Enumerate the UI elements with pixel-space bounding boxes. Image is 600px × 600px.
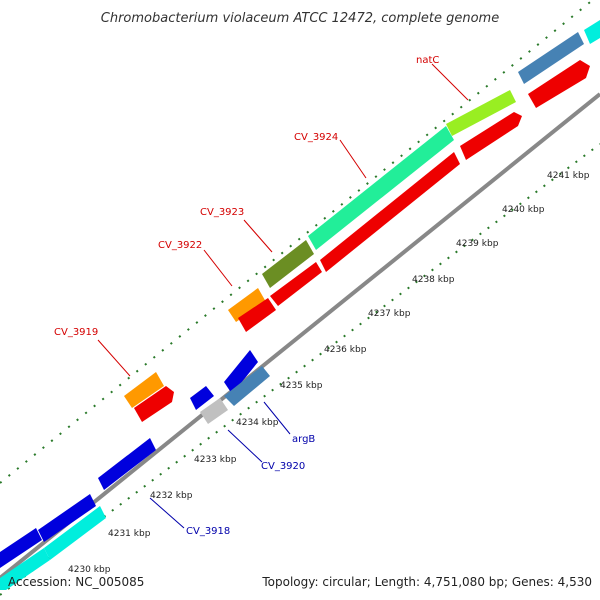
gene-block[interactable]: [270, 262, 322, 306]
gene-label-natC[interactable]: natC: [416, 55, 439, 66]
kbp-label: 4230 kbp: [68, 565, 111, 575]
gene-block[interactable]: [460, 112, 522, 160]
gene-block[interactable]: [0, 528, 42, 568]
gene-block[interactable]: [0, 548, 50, 590]
leader-line: [339, 139, 367, 179]
gene-block[interactable]: [446, 90, 516, 136]
leader-line: [243, 219, 273, 253]
leader-line: [431, 63, 469, 101]
gene-block[interactable]: [584, 20, 600, 44]
gene-label-argB[interactable]: argB: [292, 434, 315, 445]
map-title: Chromobacterium violaceum ATCC 12472, co…: [101, 11, 499, 26]
topology-text: Topology: circular; Length: 4,751,080 bp…: [261, 575, 592, 589]
leader-line: [227, 429, 263, 463]
accession-text: Accession: NC_005085: [8, 575, 144, 589]
gene-block[interactable]: [224, 366, 270, 406]
kbp-label: 4234 kbp: [236, 418, 279, 428]
gene-label-CV_3918[interactable]: CV_3918: [186, 526, 230, 537]
gene-block[interactable]: [190, 386, 214, 410]
genome-backbone: [0, 92, 600, 580]
gene-label-CV_3924[interactable]: CV_3924: [294, 132, 338, 143]
gene-label-CV_3922[interactable]: CV_3922: [158, 240, 202, 251]
gene-block[interactable]: [308, 126, 454, 250]
kbp-label: 4235 kbp: [280, 381, 323, 391]
gene-block[interactable]: [262, 240, 314, 288]
reverse-gene-labels: argB CV_3920 CV_3918: [149, 401, 315, 537]
gene-block[interactable]: [224, 350, 258, 394]
gene-block[interactable]: [98, 438, 156, 490]
kbp-label: 4240 kbp: [502, 205, 545, 215]
gene-block[interactable]: [200, 398, 228, 424]
kbp-label: 4236 kbp: [324, 345, 367, 355]
forward-gene-labels: natC CV_3924 CV_3923 CV_3922 CV_3919: [54, 55, 469, 377]
kbp-label: 4232 kbp: [150, 491, 193, 501]
kbp-label: 4241 kbp: [547, 171, 590, 181]
kbp-label: 4238 kbp: [412, 275, 455, 285]
gene-block[interactable]: [528, 60, 590, 108]
leader-line: [203, 249, 233, 287]
gene-block[interactable]: [44, 506, 106, 560]
reverse-genes: [0, 350, 270, 590]
leader-line: [263, 401, 291, 435]
leader-line: [97, 339, 131, 377]
gene-block[interactable]: [134, 386, 174, 422]
kbp-label: 4239 kbp: [456, 239, 499, 249]
gene-block[interactable]: [320, 152, 460, 272]
gene-label-CV_3923[interactable]: CV_3923: [200, 207, 244, 218]
gene-label-CV_3919[interactable]: CV_3919: [54, 327, 98, 338]
kbp-label: 4237 kbp: [368, 309, 411, 319]
forward-genes-lane2: [134, 60, 590, 422]
gene-block[interactable]: [238, 298, 276, 332]
gene-block[interactable]: [518, 32, 584, 84]
leader-line: [149, 497, 185, 529]
kbp-labels: 4230 kbp 4231 kbp 4232 kbp 4233 kbp 4234…: [68, 171, 590, 575]
gene-block[interactable]: [228, 288, 266, 322]
gene-block[interactable]: [38, 494, 96, 542]
forward-genes: [124, 20, 600, 408]
kbp-label: 4231 kbp: [108, 529, 151, 539]
kbp-label: 4233 kbp: [194, 455, 237, 465]
outer-tick-ring: [0, 0, 595, 484]
gene-block[interactable]: [124, 372, 164, 408]
gene-label-CV_3920[interactable]: CV_3920: [261, 461, 305, 472]
